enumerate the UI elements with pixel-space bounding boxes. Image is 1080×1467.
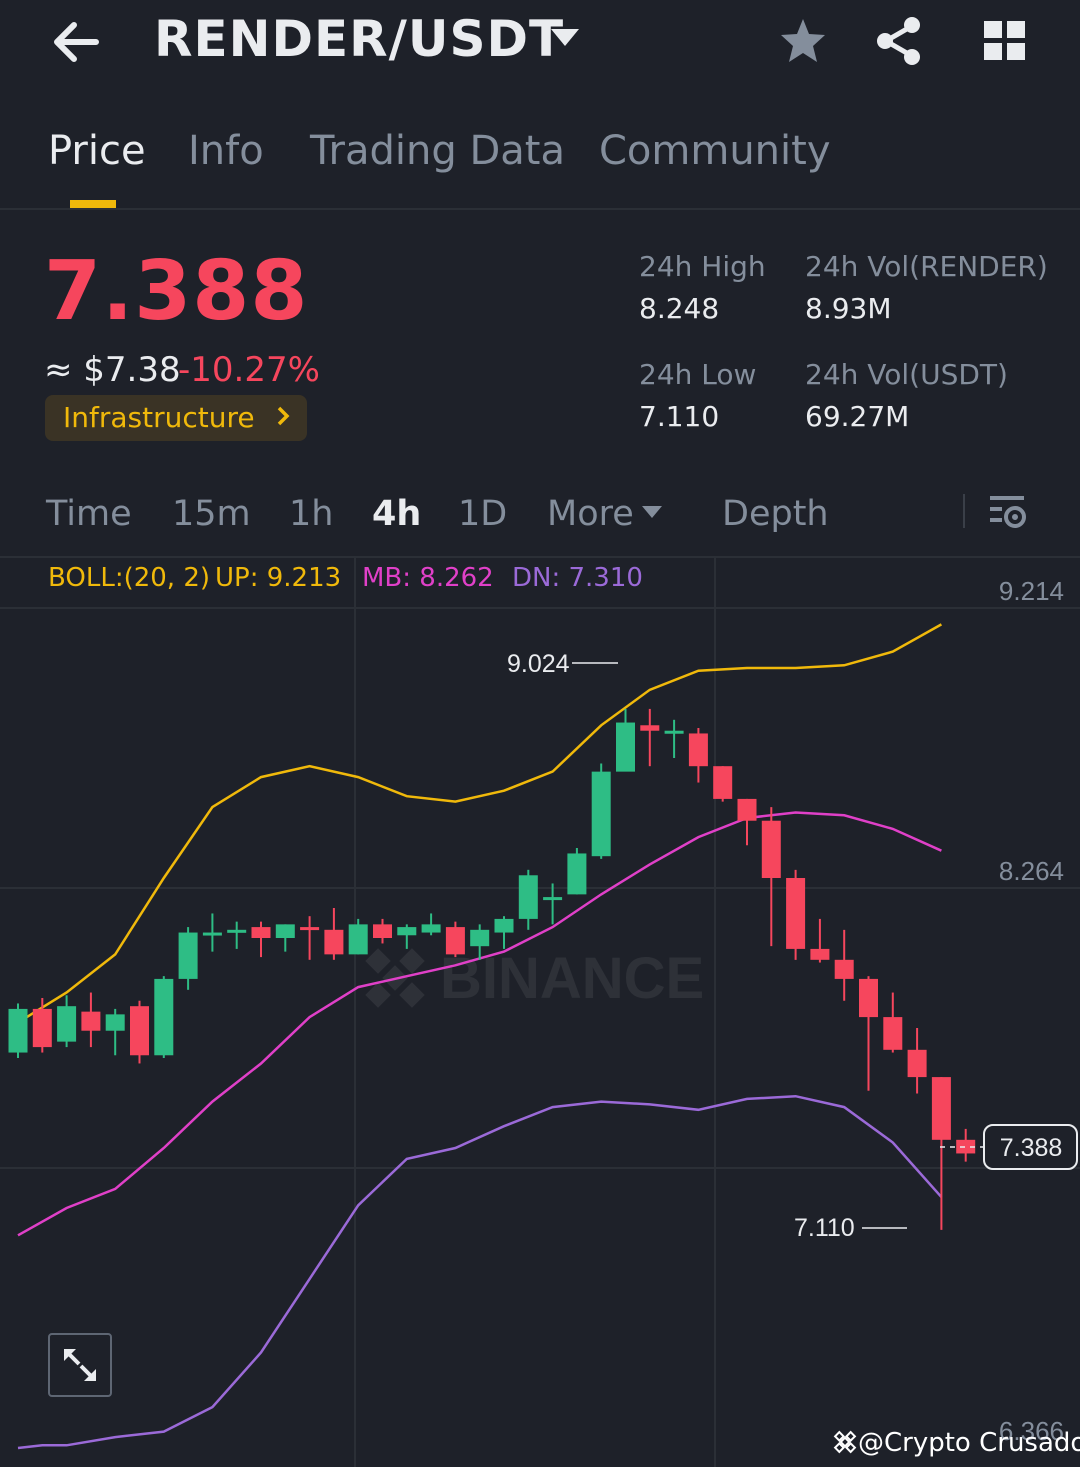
- price-change-percent: -10.27%: [178, 350, 320, 390]
- divider: [0, 208, 1080, 210]
- candle-up: [178, 932, 198, 979]
- stat-24h-vol-base-value: 8.93M: [805, 292, 892, 325]
- candle-up: [470, 929, 490, 947]
- chevron-right-icon: [275, 403, 291, 436]
- candle-down: [931, 1077, 951, 1140]
- low-marker-label: 7.110: [794, 1214, 855, 1242]
- boll-up-value: UP: 9.213: [215, 563, 342, 593]
- boll-dn-value: DN: 7.310: [512, 563, 643, 593]
- active-tab-indicator: [70, 200, 116, 208]
- last-price: 7.388: [44, 244, 309, 339]
- share-icon[interactable]: [872, 14, 926, 68]
- candle-up: [543, 897, 563, 901]
- interval-time[interactable]: Time: [46, 494, 132, 534]
- candlestick-chart[interactable]: BINANCE 9.214 8.264 6.366 9.024 7.110 7.…: [0, 556, 1080, 1467]
- candle-up: [494, 918, 514, 933]
- stat-24h-low-value: 7.110: [639, 400, 720, 433]
- boll-lower-line: [17, 1094, 943, 1450]
- divider: [0, 556, 1080, 558]
- candle-down: [810, 948, 830, 960]
- candle-up: [664, 730, 684, 734]
- interval-15m[interactable]: 15m: [172, 494, 251, 534]
- grid-icon[interactable]: [980, 18, 1030, 64]
- candles: [8, 708, 976, 1230]
- candle-down: [130, 1006, 149, 1056]
- interval-4h[interactable]: 4h: [372, 494, 422, 534]
- star-icon[interactable]: [778, 16, 828, 66]
- candle-down: [324, 929, 344, 955]
- stat-24h-vol-quote-label: 24h Vol(USDT): [805, 358, 1008, 391]
- candle-up: [202, 932, 222, 936]
- back-arrow-icon[interactable]: [44, 14, 108, 70]
- author-credit-text: @Crypto Crusador: [858, 1428, 1080, 1458]
- stat-24h-vol-quote-value: 69.27M: [805, 400, 910, 433]
- caret-down-icon[interactable]: [548, 24, 582, 52]
- high-marker-label: 9.024: [507, 650, 570, 678]
- candle-down: [640, 725, 660, 731]
- interval-more[interactable]: More: [547, 494, 634, 534]
- interval-depth[interactable]: Depth: [722, 494, 829, 534]
- candle-down: [786, 878, 806, 949]
- candle-down: [834, 959, 854, 979]
- y-axis-label: 8.264: [999, 856, 1064, 886]
- candle-up: [567, 853, 587, 895]
- candle-down: [300, 927, 320, 931]
- top-bar: RENDER/USDT: [0, 0, 1080, 100]
- candle-down: [737, 798, 757, 821]
- candle-down: [883, 1017, 903, 1050]
- candle-down: [956, 1139, 976, 1154]
- stat-24h-high-value: 8.248: [639, 292, 720, 325]
- candle-up: [275, 924, 295, 938]
- stat-24h-high-label: 24h High: [639, 250, 766, 283]
- candle-down: [251, 927, 271, 938]
- candle-up: [348, 924, 368, 955]
- tab-trading-data[interactable]: Trading Data: [310, 128, 565, 174]
- candle-up: [105, 1014, 125, 1031]
- chart-settings-icon[interactable]: [986, 492, 1030, 532]
- candle-down: [907, 1049, 927, 1078]
- y-axis-label: 9.214: [999, 576, 1064, 606]
- caret-down-icon[interactable]: [640, 504, 664, 520]
- candle-down: [859, 978, 878, 1018]
- candle-up: [154, 978, 174, 1056]
- tab-price[interactable]: Price: [48, 128, 146, 174]
- candle-up: [397, 927, 417, 936]
- candle-down: [713, 766, 733, 799]
- candle-up: [616, 722, 635, 772]
- y-axis-label: 6.366: [999, 1416, 1064, 1446]
- candle-up: [8, 1008, 28, 1053]
- boll-upper-line: [17, 623, 943, 1024]
- tab-info[interactable]: Info: [188, 128, 264, 174]
- candle-up: [57, 1006, 77, 1042]
- author-credit: @Crypto Crusador: [832, 1428, 1080, 1458]
- candle-down: [373, 924, 392, 938]
- approx-usd-price: ≈ $7.38: [44, 350, 181, 390]
- candle-down: [688, 733, 708, 767]
- stat-24h-low-label: 24h Low: [639, 358, 757, 391]
- pair-title[interactable]: RENDER/USDT: [154, 10, 565, 68]
- candle-up: [227, 929, 247, 933]
- stat-24h-vol-base-label: 24h Vol(RENDER): [805, 250, 1048, 283]
- sector-tag[interactable]: Infrastructure: [45, 395, 307, 441]
- expand-chart-icon[interactable]: [48, 1333, 112, 1397]
- boll-mb-value: MB: 8.262: [362, 563, 494, 593]
- interval-1d[interactable]: 1D: [458, 494, 508, 534]
- sector-label: Infrastructure: [63, 401, 255, 434]
- candle-down: [445, 927, 465, 955]
- candle-down: [81, 1011, 101, 1031]
- candle-down: [761, 820, 781, 878]
- tab-community[interactable]: Community: [599, 128, 831, 174]
- current-price-tag[interactable]: 7.388: [983, 1124, 1078, 1170]
- candle-down: [32, 1008, 52, 1048]
- current-price-label: 7.388: [1000, 1134, 1063, 1162]
- diamond-logo-icon: [833, 1430, 857, 1454]
- candle-up: [421, 924, 441, 933]
- candle-up: [591, 771, 611, 857]
- separator: [963, 494, 965, 528]
- candle-up: [518, 875, 538, 919]
- interval-1h[interactable]: 1h: [289, 494, 334, 534]
- boll-params: BOLL:(20, 2): [48, 563, 211, 593]
